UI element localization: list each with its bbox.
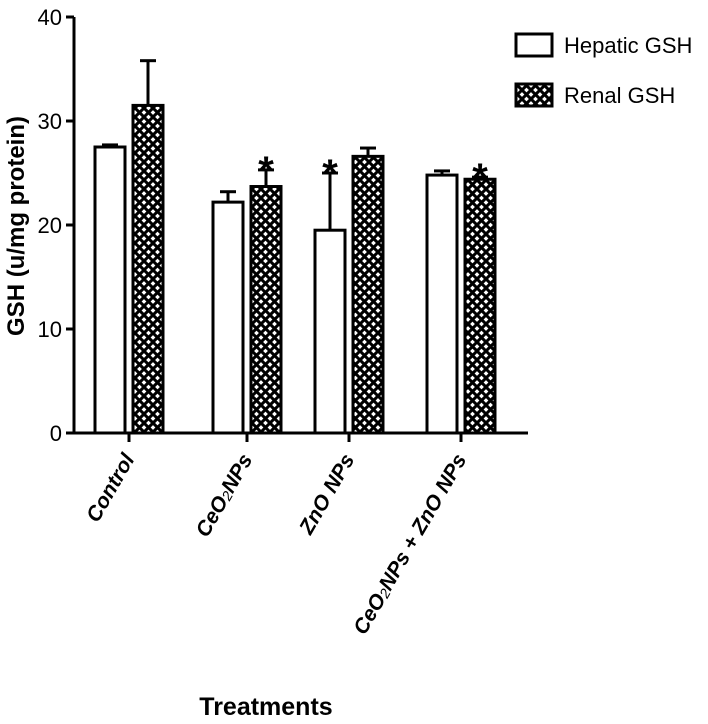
bar-hepatic: [313, 228, 347, 435]
y-tick-label: 20: [38, 213, 62, 238]
legend-swatch-hepatic: [514, 32, 554, 58]
legend-swatch-renal: [514, 82, 554, 108]
significance-marker: *: [472, 156, 488, 200]
legend-label: Hepatic GSH: [564, 33, 692, 58]
y-tick-label: 40: [38, 5, 62, 30]
y-tick-label: 30: [38, 109, 62, 134]
bar-hepatic: [211, 200, 245, 435]
y-tick-label: 10: [38, 317, 62, 342]
category-label: Control: [82, 449, 140, 526]
bar-renal: [249, 185, 283, 435]
bar-renal: [351, 154, 385, 435]
category-label: ZnO NPs: [295, 450, 360, 539]
bar-hepatic: [425, 173, 459, 435]
bar-hepatic: [93, 145, 127, 435]
category-label: CeO2NPs + ZnO NPs: [349, 450, 471, 639]
legend-label: Renal GSH: [564, 83, 675, 108]
significance-marker: *: [258, 149, 274, 193]
legend: Hepatic GSH Renal GSH: [514, 32, 692, 108]
plot-area: * * *: [93, 59, 497, 435]
y-tick-label: 0: [50, 421, 62, 446]
x-axis-label: Treatments: [199, 693, 332, 721]
bar-renal: [463, 177, 497, 435]
y-axis-label: GSH (u/mg protein): [3, 116, 30, 336]
significance-marker: *: [322, 152, 338, 196]
category-label: CeO2NPs: [191, 450, 257, 541]
bar-renal: [131, 103, 165, 435]
